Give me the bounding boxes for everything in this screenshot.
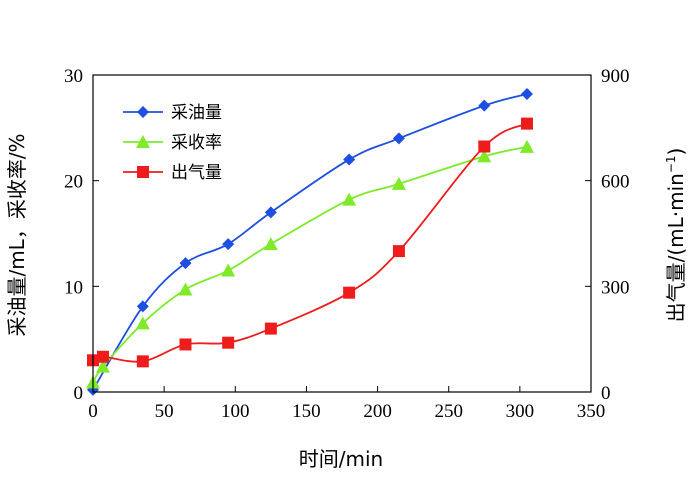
data-point (178, 282, 193, 296)
data-point (343, 286, 356, 299)
data-point (263, 237, 278, 251)
legend-item: 采油量 (123, 103, 222, 123)
data-point (221, 263, 236, 277)
series-line (92, 145, 528, 383)
data-point (95, 359, 110, 373)
data-point (343, 153, 356, 166)
y-right-tick-label: 900 (601, 66, 630, 87)
legend-label: 出气量 (171, 163, 222, 183)
series-3 (87, 117, 533, 368)
data-point (478, 99, 491, 112)
legend-marker (137, 106, 149, 118)
legend-item: 采收率 (123, 133, 222, 153)
x-tick-label: 300 (506, 401, 535, 422)
x-tick-label: 0 (88, 401, 98, 422)
y-left-tick-label: 30 (64, 66, 83, 87)
plot-frame (92, 74, 592, 393)
y-left-tick-label: 10 (64, 277, 83, 298)
y-right-tick-label: 600 (601, 172, 630, 193)
data-point (477, 149, 492, 163)
data-point (222, 336, 235, 349)
data-point (96, 350, 109, 363)
y-right-axis-title-main: 出气量/(mL·min (664, 173, 688, 322)
data-point (136, 355, 149, 368)
x-tick-label: 100 (221, 401, 250, 422)
data-point (136, 300, 149, 313)
y-right-axis-title-sup: −1 (664, 155, 678, 173)
legend-item: 出气量 (123, 163, 222, 183)
x-axis-title: 时间/min (299, 447, 383, 471)
legend-marker (136, 135, 150, 148)
data-point (520, 117, 533, 130)
data-point (519, 139, 534, 153)
data-point (264, 206, 277, 219)
data-point (135, 316, 150, 330)
series-line (92, 93, 528, 391)
series-layer (86, 88, 534, 396)
y-right-axis-title: 出气量/(mL·min−1) (664, 148, 688, 323)
x-tick-label: 350 (577, 401, 606, 422)
legend-marker (137, 166, 149, 178)
data-point (392, 132, 405, 145)
x-tick-label: 250 (434, 401, 463, 422)
series-2 (86, 139, 534, 389)
data-point (179, 338, 192, 351)
y-right-tick-label: 0 (601, 383, 611, 404)
axis-ticks (92, 74, 592, 393)
y-left-tick-label: 0 (74, 383, 84, 404)
data-point (478, 140, 491, 153)
data-point (179, 257, 192, 270)
data-point (391, 176, 406, 190)
x-tick-label: 150 (292, 401, 321, 422)
legend-label: 采收率 (171, 133, 222, 153)
data-point (264, 322, 277, 335)
y-right-tick-label: 300 (601, 277, 630, 298)
legend-label: 采油量 (171, 103, 222, 123)
series-1 (87, 88, 533, 396)
data-point (520, 88, 533, 101)
data-point (222, 238, 235, 251)
x-tick-label: 200 (363, 401, 392, 422)
series-line (92, 122, 528, 363)
data-point (392, 245, 405, 258)
y-left-axis-title: 采油量/mL，采收率/% (5, 133, 29, 336)
x-tick-label: 50 (155, 401, 174, 422)
y-right-axis-title-close: ) (664, 148, 688, 156)
data-point (342, 192, 357, 206)
y-left-tick-label: 20 (64, 172, 83, 193)
